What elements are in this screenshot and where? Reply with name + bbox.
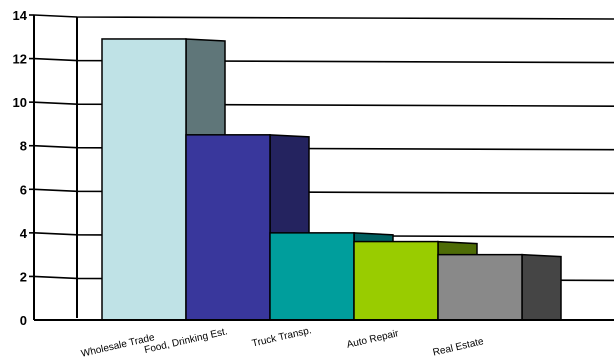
x-category-label: Food, Drinking Est.: [143, 326, 228, 356]
y-tick-label: 12: [13, 52, 27, 67]
y-tick-label: 14: [13, 8, 28, 23]
y-tick-label: 2: [20, 269, 27, 284]
gridline: [33, 14, 614, 20]
y-tick-label: 10: [13, 95, 27, 110]
x-category-label: Auto Repair: [346, 328, 401, 351]
bar-side-face: [521, 253, 562, 321]
bar-front-face: [437, 253, 523, 321]
x-category-label: Real Estate: [432, 336, 485, 358]
y-tick-label: 8: [20, 139, 27, 154]
y-tick-label: 4: [20, 226, 28, 241]
y-tick-label: 0: [20, 313, 27, 328]
y-tick-label: 6: [20, 182, 27, 197]
bar-front-face: [101, 38, 187, 321]
y-tick-labels: 0 2 4 6 8 10 12 14: [13, 8, 28, 328]
x-category-label: Truck Transp.: [251, 325, 313, 349]
bar-front-face: [185, 134, 271, 321]
bar-front-face: [269, 232, 355, 321]
bars: [101, 38, 562, 321]
bar-front-face: [353, 240, 439, 321]
bar-5: [521, 253, 562, 321]
